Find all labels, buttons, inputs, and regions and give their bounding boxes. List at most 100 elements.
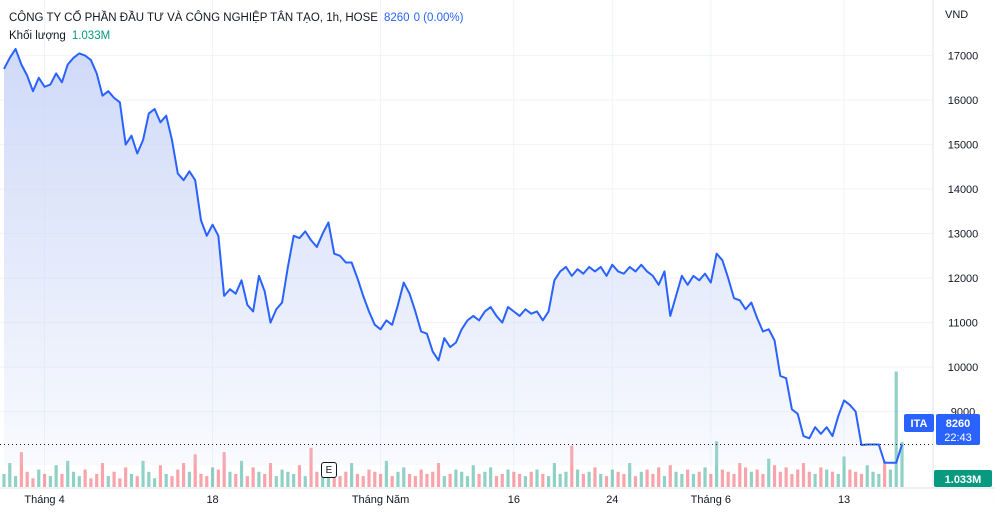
volume-bar	[489, 467, 493, 487]
volume-bar	[309, 447, 313, 487]
volume-bar	[303, 476, 307, 487]
volume-bar	[245, 476, 249, 487]
volume-bar	[402, 467, 406, 487]
volume-bar	[587, 471, 591, 487]
volume-bar	[239, 460, 244, 487]
volume-bar	[222, 452, 226, 487]
x-tick-label: 18	[206, 494, 218, 506]
volume-label[interactable]: Khối lượng	[9, 30, 66, 42]
volume-bar	[384, 460, 388, 487]
legend: CÔNG TY CỔ PHẦN ĐẦU TƯ VÀ CÔNG NGHIỆP TÂ…	[9, 9, 463, 45]
volume-bar	[344, 471, 348, 487]
x-tick-label: Tháng 4	[24, 494, 64, 506]
y-tick-label: 13000	[948, 229, 979, 241]
volume-bar	[367, 469, 371, 487]
volume-bar	[854, 471, 858, 487]
volume-bar	[100, 463, 105, 487]
volume-bar	[268, 463, 273, 487]
volume-bar	[465, 476, 470, 487]
volume-bar	[274, 476, 278, 487]
volume-bar	[610, 469, 614, 487]
volume-bar	[732, 473, 736, 487]
volume-bar	[158, 465, 163, 487]
volume-bar	[599, 473, 603, 487]
volume-bar	[604, 476, 609, 487]
volume-bar	[124, 467, 128, 487]
volume-bar	[761, 473, 765, 487]
volume-bar	[25, 471, 29, 487]
volume-bar	[709, 473, 713, 487]
earnings-event-badge[interactable]: E	[321, 462, 337, 478]
volume-bar	[523, 476, 528, 487]
price-area	[4, 48, 902, 466]
legend-row-volume: Khối lượng 1.033M	[9, 27, 463, 45]
symbol-title[interactable]: CÔNG TY CỔ PHẦN ĐẦU TƯ VÀ CÔNG NGHIỆP TÂ…	[9, 12, 378, 24]
volume-bar	[118, 478, 122, 487]
volume-bar	[575, 469, 580, 487]
volume-bar	[784, 467, 788, 487]
volume-bar	[790, 473, 794, 487]
volume-bar	[13, 476, 18, 487]
volume-bar	[622, 473, 626, 487]
volume-bar	[483, 471, 487, 487]
y-tick-label: 15000	[948, 140, 979, 152]
volume-bar	[535, 469, 539, 487]
volume-bar	[263, 473, 267, 487]
volume-bar	[593, 467, 597, 487]
volume-bar	[836, 473, 840, 487]
volume-bar	[153, 478, 157, 487]
volume-bar	[448, 473, 452, 487]
volume-bar	[407, 473, 412, 487]
price-tag: ITA 8260 22:43	[904, 414, 980, 445]
volume-bar	[228, 471, 232, 487]
volume-bar	[112, 471, 116, 487]
volume-bar	[71, 471, 76, 487]
volume-bar	[413, 476, 417, 487]
volume-bar	[825, 469, 829, 487]
volume-bar	[541, 473, 545, 487]
volume-bar	[494, 476, 499, 487]
volume-bar	[170, 476, 174, 487]
volume-bar	[691, 473, 696, 487]
volume-bar	[355, 473, 359, 487]
volume-bar	[147, 471, 151, 487]
volume-bar	[796, 469, 800, 487]
volume-value: 1.033M	[71, 30, 111, 42]
price-tag-countdown: 22:43	[944, 432, 972, 444]
volume-bar	[31, 478, 35, 487]
volume-bar	[373, 471, 377, 487]
volume-bar	[512, 471, 516, 487]
volume-bar	[66, 460, 70, 487]
volume-bar	[425, 473, 429, 487]
volume-bar	[894, 371, 898, 487]
volume-bar	[460, 471, 464, 487]
volume-bar	[830, 471, 835, 487]
volume-bar	[216, 469, 220, 487]
volume-bar	[888, 469, 893, 487]
volume-bar	[645, 469, 649, 487]
volume-bar	[54, 465, 58, 487]
y-tick-label: 11000	[948, 318, 978, 330]
volume-bar	[106, 476, 110, 487]
volume-bar	[454, 469, 458, 487]
volume-bar	[280, 469, 284, 487]
series-line	[3, 47, 903, 464]
volume-bar	[883, 460, 887, 487]
volume-bar	[286, 471, 290, 487]
volume-bar	[187, 471, 191, 487]
volume-bar	[471, 465, 475, 487]
area-fill	[4, 48, 902, 466]
volume-bar	[807, 471, 811, 487]
volume-bar	[720, 469, 724, 487]
currency-label[interactable]: VND	[945, 9, 969, 21]
volume-bar	[778, 471, 782, 487]
volume-bar	[350, 463, 354, 487]
volume-bar	[749, 471, 753, 487]
x-tick-label: 24	[606, 494, 618, 506]
volume-bar	[726, 471, 730, 487]
volume-bar	[396, 471, 400, 487]
volume-bar	[431, 471, 435, 487]
y-tick-label: 17000	[948, 51, 979, 63]
